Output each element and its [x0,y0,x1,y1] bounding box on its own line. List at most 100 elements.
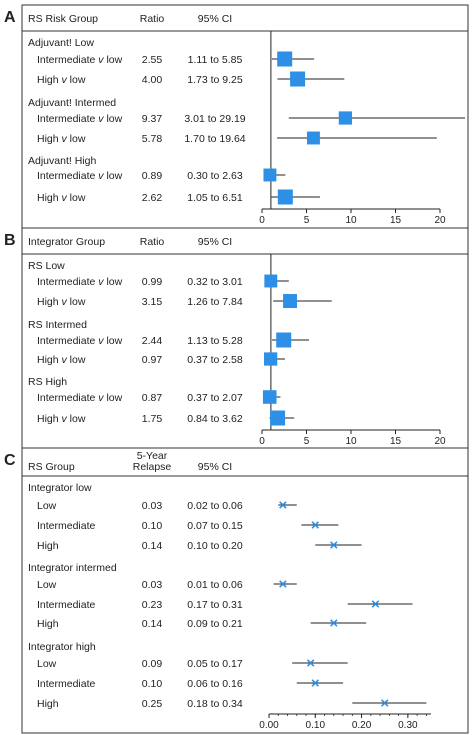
row-label: High v low [37,192,86,204]
group-title: RS High [28,376,67,388]
ratio-value: 2.55 [142,54,163,66]
ratio-value: 0.09 [142,658,163,670]
row-label: High [37,540,59,552]
panel-frame [21,447,469,734]
ratio-value: 0.89 [142,170,163,182]
x-tick-label: 5 [304,436,310,447]
panel-label: B [4,232,16,249]
column-header-group: Integrator Group [28,236,105,248]
ratio-value: 2.44 [142,335,163,347]
ci-value: 1.73 to 9.25 [187,74,243,86]
ratio-value: 2.62 [142,192,163,204]
row-label: Low [37,579,57,591]
group-title: Integrator high [28,641,96,653]
row-label: Intermediate [37,599,96,611]
x-tick-label: 0.10 [306,720,326,731]
ci-value: 0.07 to 0.15 [187,520,243,532]
point-estimate-square [277,189,293,205]
point-estimate-cross [311,679,320,687]
row-label: High v low [37,133,86,145]
ratio-value: 0.03 [142,579,163,591]
x-tick-label: 0 [259,215,265,226]
point-estimate-cross [371,600,380,608]
point-estimate-square [338,111,353,125]
column-header-ratio-line1: 5-Year [137,450,168,462]
x-tick-label: 20 [434,436,446,447]
ratio-value: 0.10 [142,520,163,532]
row-label: Intermediate [37,678,96,690]
ci-value: 0.06 to 0.16 [187,678,243,690]
ci-value: 1.11 to 5.85 [188,54,243,66]
ci-value: 0.10 to 0.20 [187,540,243,552]
ci-value: 0.17 to 0.31 [187,599,243,611]
ratio-value: 0.03 [142,500,163,512]
panel-label: C [4,452,16,469]
ratio-value: 0.14 [142,618,163,630]
ci-value: 1.70 to 19.64 [184,133,245,145]
ci-value: 0.05 to 0.17 [187,658,243,670]
ci-value: 0.84 to 3.62 [187,413,243,425]
ratio-value: 4.00 [142,74,163,86]
x-tick-label: 0.00 [259,720,279,731]
ratio-value: 0.25 [142,698,163,710]
column-header-ratio: Ratio [140,236,165,248]
row-label: Low [37,658,57,670]
row-label: High v low [37,296,86,308]
panel-label: A [4,9,16,26]
point-estimate-cross [330,619,338,627]
ci-value: 1.26 to 7.84 [187,296,243,308]
x-tick-label: 20 [434,215,446,226]
column-header-ci: 95% CI [198,13,232,25]
point-estimate-square [277,51,293,67]
row-label: Intermediate v low [37,113,123,125]
point-estimate-square [264,352,278,366]
ci-value: 0.37 to 2.58 [187,354,243,366]
ratio-value: 1.75 [142,413,163,425]
row-label: Low [37,500,57,512]
ratio-value: 9.37 [142,113,163,125]
ci-value: 1.13 to 5.28 [187,335,243,347]
ratio-value: 0.10 [142,678,163,690]
group-title: Adjuvant! Low [28,37,94,49]
group-title: RS Low [28,260,65,272]
point-estimate-square [270,410,286,426]
column-header-ci: 95% CI [198,236,232,248]
group-title: Adjuvant! Intermed [28,97,116,109]
ci-value: 3.01 to 29.19 [184,113,245,125]
ratio-value: 0.23 [142,599,163,611]
point-estimate-square [276,332,292,348]
row-label: Intermediate v low [37,335,123,347]
row-label: Intermediate v low [37,392,123,404]
x-tick-label: 10 [345,215,357,226]
point-estimate-cross [279,580,287,588]
ci-value: 0.09 to 0.21 [187,618,243,630]
row-label: High v low [37,413,86,425]
ratio-value: 0.99 [142,276,163,288]
point-estimate-square [290,71,306,87]
ci-value: 0.02 to 0.06 [187,500,243,512]
ci-value: 0.30 to 2.63 [187,170,243,182]
point-estimate-square [283,294,298,308]
group-title: Integrator low [28,482,92,494]
column-header-ratio-line2: Relapse [133,461,172,473]
ci-value: 0.18 to 0.34 [187,698,243,710]
x-tick-label: 0 [259,436,265,447]
x-tick-label: 15 [390,215,402,226]
row-label: High [37,698,59,710]
group-title: Adjuvant! High [28,155,96,167]
row-label: High v low [37,354,86,366]
ratio-value: 0.87 [142,392,163,404]
row-label: Intermediate [37,520,96,532]
x-tick-label: 0.30 [398,720,418,731]
point-estimate-square [262,390,277,404]
group-title: RS Intermed [28,319,87,331]
x-tick-label: 0.20 [352,720,372,731]
ci-value: 0.01 to 0.06 [187,579,243,591]
row-label: Intermediate v low [37,170,123,182]
x-tick-label: 10 [345,436,357,447]
ratio-value: 0.14 [142,540,163,552]
ci-value: 0.32 to 3.01 [187,276,243,288]
row-label: Intermediate v low [37,276,123,288]
point-estimate-cross [380,699,389,707]
